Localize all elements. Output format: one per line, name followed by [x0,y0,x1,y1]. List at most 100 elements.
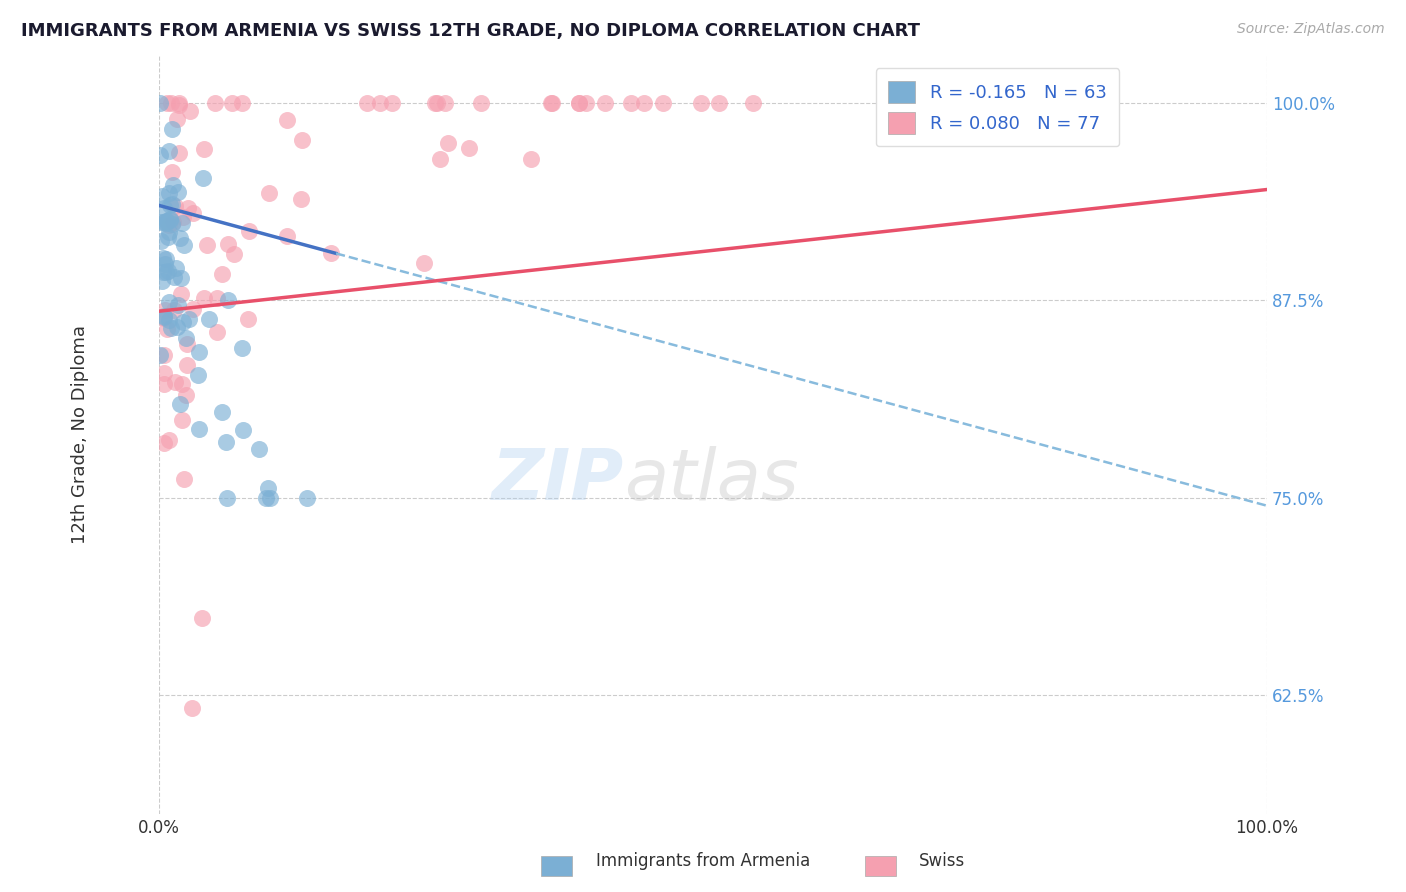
Point [169,98,191,112]
Point [163,302,186,317]
Point [211,405,233,419]
Point [176,337,198,351]
Point [193,171,215,186]
Point [156,95,179,110]
Point [187,421,209,435]
Point [159,213,181,227]
Point [176,388,198,402]
Legend: R = -0.165   N = 63, R = 0.080   N = 77: R = -0.165 N = 63, R = 0.080 N = 77 [876,68,1119,146]
Point [149,95,172,110]
Point [259,186,281,200]
Text: Source: ZipAtlas.com: Source: ZipAtlas.com [1237,22,1385,37]
Point [155,264,177,278]
Point [221,95,243,110]
Point [254,491,277,505]
Point [217,293,239,308]
Point [149,215,172,229]
Point [457,141,479,155]
Point [150,274,173,288]
Point [153,310,176,325]
Point [163,269,186,284]
Point [156,229,179,244]
Point [157,295,180,310]
Point [166,260,188,275]
Point [159,197,181,211]
Point [160,197,183,211]
Point [197,312,219,326]
Point [651,95,673,110]
Point [149,147,172,161]
Point [173,472,195,486]
Point [163,198,186,212]
Point [167,95,190,110]
Point [156,214,179,228]
Point [429,152,451,166]
Point [149,348,172,362]
Point [187,368,209,382]
Point [231,342,253,356]
Point [195,237,218,252]
Point [160,95,183,110]
Point [368,95,391,110]
Point [159,212,181,227]
Point [707,95,730,110]
Point [236,311,259,326]
Point [520,152,543,166]
Text: ZIP: ZIP [492,446,624,515]
Point [153,436,176,450]
Point [153,256,176,270]
Point [160,217,183,231]
Point [426,95,449,110]
Point [633,95,655,110]
Y-axis label: 12th Grade, No Diploma: 12th Grade, No Diploma [72,325,89,544]
Point [172,316,194,330]
Point [160,122,183,136]
Point [159,145,181,159]
Point [593,95,616,110]
Point [153,366,176,380]
Point [217,236,239,251]
Point [157,264,180,278]
Point [413,256,436,270]
Point [157,225,180,239]
Point [157,218,180,232]
Point [162,215,184,229]
Point [259,491,281,505]
Point [156,321,179,335]
Point [181,206,204,220]
Point [257,481,280,495]
Point [170,270,193,285]
Point [290,192,312,206]
Point [152,189,174,203]
Point [187,344,209,359]
Point [541,95,564,110]
Point [217,491,239,505]
Point [215,434,238,449]
Point [157,434,180,448]
Point [177,201,200,215]
Point [356,95,378,110]
Point [193,142,215,156]
Point [231,95,253,110]
Point [232,423,254,437]
Point [166,185,188,199]
Point [173,238,195,252]
Point [319,246,342,260]
Text: IMMIGRANTS FROM ARMENIA VS SWISS 12TH GRADE, NO DIPLOMA CORRELATION CHART: IMMIGRANTS FROM ARMENIA VS SWISS 12TH GR… [21,22,920,40]
Point [205,291,228,305]
Text: Immigrants from Armenia: Immigrants from Armenia [596,852,810,870]
Point [169,397,191,411]
Point [153,348,176,362]
Point [174,330,197,344]
Point [295,491,318,505]
Point [163,376,186,390]
Point [166,112,188,127]
Point [470,95,492,110]
Point [153,377,176,392]
Point [181,302,204,317]
Point [238,224,260,238]
Point [575,95,598,110]
Point [155,252,177,267]
Point [153,215,176,229]
Point [276,228,298,243]
